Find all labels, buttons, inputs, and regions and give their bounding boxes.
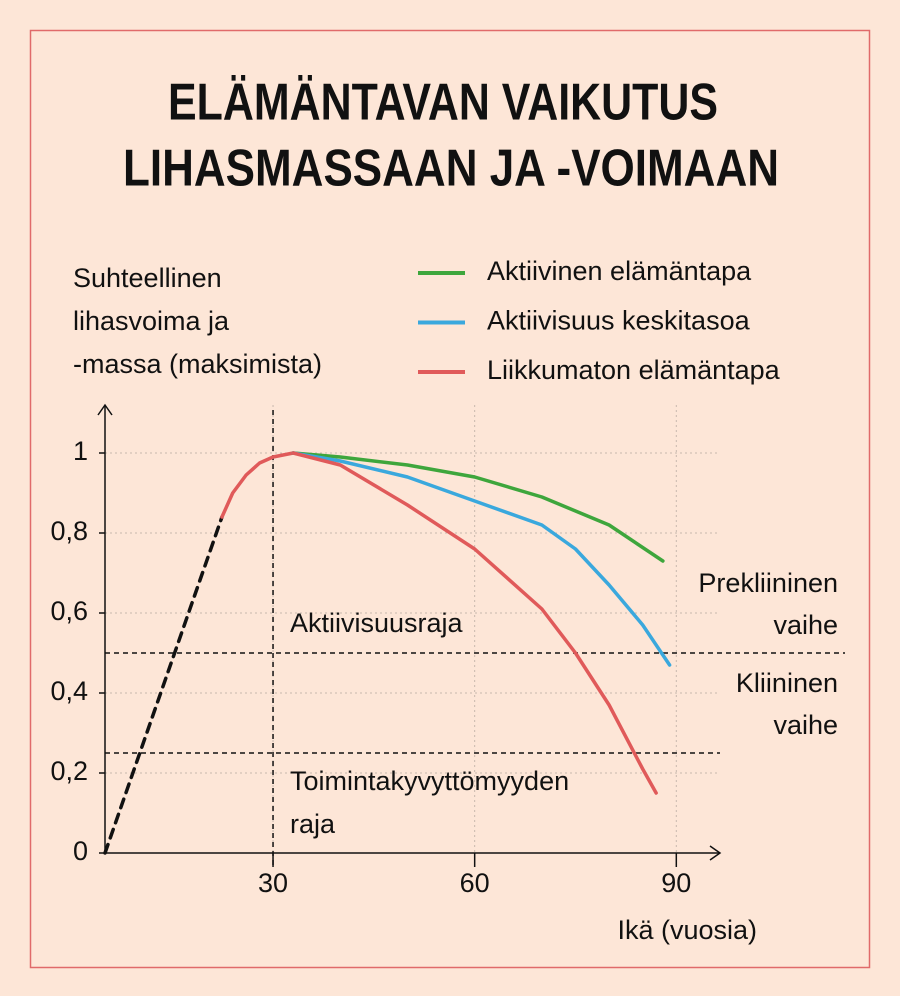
frame [29,29,871,969]
chart-title: LIHASMASSAAN JA -VOIMAAN [123,140,779,198]
y-tick-label: 0,2 [50,756,88,786]
y-tick-label: 0,4 [50,676,88,706]
chart-title: ELÄMÄNTAVAN VAIKUTUS [168,74,718,132]
threshold-label: raja [290,809,336,839]
common-curve [220,451,295,519]
zone-label: Kliininen [736,668,838,698]
x-tick-label: 30 [258,868,288,898]
y-tick-label: 0,6 [50,596,88,626]
series-line [291,451,665,563]
y-axis-label: Suhteellinen [73,263,222,293]
legend-label: Liikkumaton elämäntapa [487,355,781,385]
legend-label: Aktiivisuus keskitasoa [487,306,751,336]
x-tick-label: 60 [460,868,490,898]
y-tick-label: 1 [73,436,88,466]
y-tick-label: 0 [73,836,88,866]
y-tick-label: 0,8 [50,516,88,546]
series-line [291,451,672,667]
y-axis-arrow [97,403,113,416]
legend-label: Aktiivinen elämäntapa [487,256,752,286]
extrapolation-line [103,515,224,855]
zone-label: Prekliininen [698,568,838,598]
threshold-label: Toimintakyvyttömyyden [290,766,569,796]
y-axis-label: lihasvoima ja [73,306,230,336]
x-axis-label: Ikä (vuosia) [617,915,757,945]
y-axis-label: -massa (maksimista) [73,349,322,379]
zone-label: vaihe [773,610,838,640]
zone-label: vaihe [773,710,838,740]
threshold-label: Aktiivisuusraja [290,608,464,638]
x-tick-label: 90 [661,868,691,898]
series-line [291,451,658,795]
x-axis-arrow [709,845,722,861]
